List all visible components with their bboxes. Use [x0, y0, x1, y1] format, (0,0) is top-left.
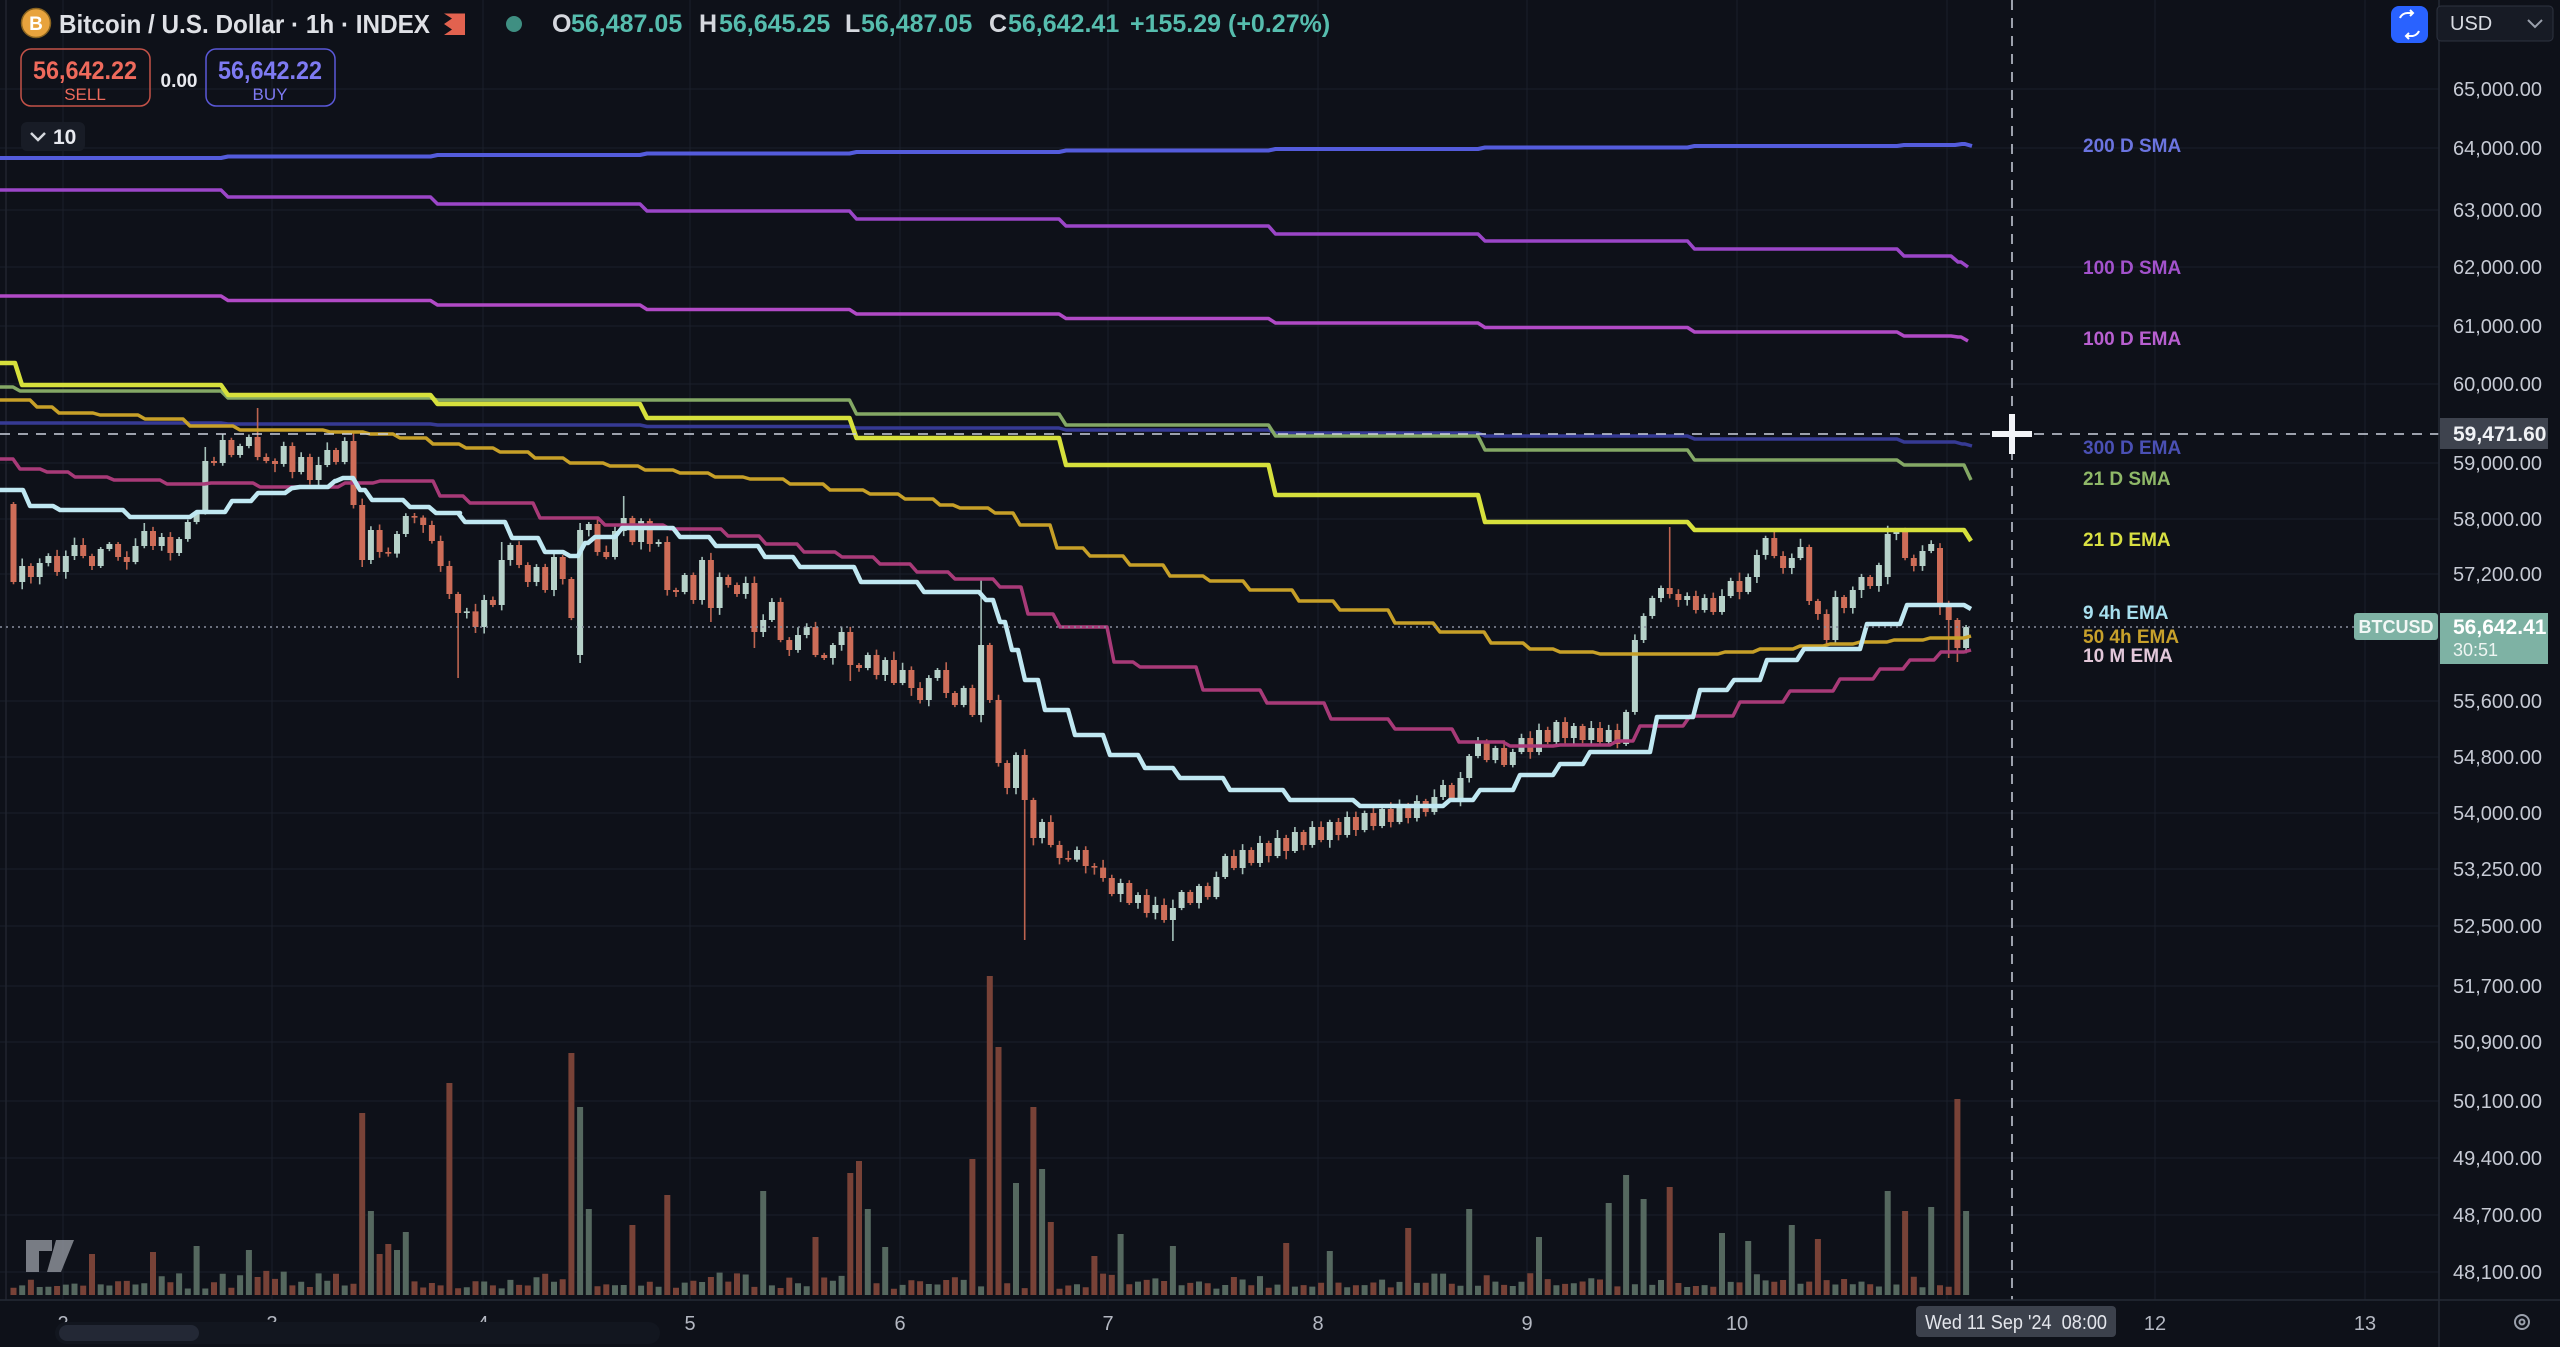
svg-text:56,487.05: 56,487.05: [861, 10, 972, 38]
svg-text:L: L: [845, 10, 860, 38]
svg-text:60,000.00: 60,000.00: [2453, 374, 2542, 396]
svg-text:56,642.41: 56,642.41: [1008, 10, 1119, 38]
svg-text:30:51: 30:51: [2453, 640, 2498, 660]
svg-text:8: 8: [1312, 1313, 1323, 1335]
svg-text:5: 5: [684, 1313, 695, 1335]
svg-text:64,000.00: 64,000.00: [2453, 138, 2542, 160]
svg-text:BTCUSD: BTCUSD: [2359, 617, 2434, 637]
svg-text:51,700.00: 51,700.00: [2453, 976, 2542, 998]
svg-text:10: 10: [1726, 1313, 1748, 1335]
svg-text:12: 12: [2144, 1313, 2166, 1335]
svg-text:H: H: [699, 10, 717, 38]
svg-text:48,100.00: 48,100.00: [2453, 1262, 2542, 1284]
svg-text:57,200.00: 57,200.00: [2453, 564, 2542, 586]
svg-text:Wed 11 Sep '24 08:00: Wed 11 Sep '24 08:00: [1925, 1312, 2107, 1334]
svg-text:63,000.00: 63,000.00: [2453, 200, 2542, 222]
svg-text:50,900.00: 50,900.00: [2453, 1032, 2542, 1054]
svg-text:50 4h EMA: 50 4h EMA: [2083, 627, 2179, 648]
svg-text:Bitcoin / U.S. Dollar · 1h · I: Bitcoin / U.S. Dollar · 1h · INDEX: [59, 9, 431, 39]
svg-text:50,100.00: 50,100.00: [2453, 1091, 2542, 1113]
svg-text:C: C: [989, 10, 1007, 38]
svg-text:52,500.00: 52,500.00: [2453, 916, 2542, 938]
svg-text:56,642.22: 56,642.22: [33, 57, 137, 85]
svg-text:10: 10: [53, 126, 76, 149]
svg-text:54,000.00: 54,000.00: [2453, 803, 2542, 825]
svg-text:100 D EMA: 100 D EMA: [2083, 329, 2181, 350]
svg-text:58,000.00: 58,000.00: [2453, 509, 2542, 531]
svg-text:USD: USD: [2450, 13, 2492, 35]
svg-text:49,400.00: 49,400.00: [2453, 1148, 2542, 1170]
svg-text:56,642.41: 56,642.41: [2453, 616, 2547, 639]
svg-text:59,000.00: 59,000.00: [2453, 453, 2542, 475]
svg-text:9 4h EMA: 9 4h EMA: [2083, 603, 2169, 624]
svg-text:B: B: [29, 14, 43, 35]
svg-text:SELL: SELL: [64, 85, 106, 104]
svg-text:0.00: 0.00: [161, 71, 198, 92]
svg-text:21 D SMA: 21 D SMA: [2083, 469, 2171, 490]
svg-text:61,000.00: 61,000.00: [2453, 316, 2542, 338]
svg-text:O: O: [552, 10, 571, 38]
svg-text:+155.29 (+0.27%): +155.29 (+0.27%): [1130, 10, 1330, 38]
svg-text:59,471.60: 59,471.60: [2453, 423, 2546, 446]
svg-text:200 D SMA: 200 D SMA: [2083, 136, 2181, 157]
svg-text:13: 13: [2354, 1313, 2376, 1335]
svg-text:21 D EMA: 21 D EMA: [2083, 530, 2171, 551]
svg-text:62,000.00: 62,000.00: [2453, 257, 2542, 279]
svg-text:48,700.00: 48,700.00: [2453, 1205, 2542, 1227]
svg-text:BUY: BUY: [253, 85, 288, 104]
svg-text:6: 6: [894, 1313, 905, 1335]
svg-text:54,800.00: 54,800.00: [2453, 747, 2542, 769]
svg-text:10 M EMA: 10 M EMA: [2083, 646, 2173, 667]
svg-text:100 D SMA: 100 D SMA: [2083, 258, 2181, 279]
svg-text:56,642.22: 56,642.22: [218, 57, 322, 85]
svg-text:300 D EMA: 300 D EMA: [2083, 438, 2181, 459]
svg-text:56,487.05: 56,487.05: [571, 10, 682, 38]
svg-text:56,645.25: 56,645.25: [719, 10, 830, 38]
svg-text:65,000.00: 65,000.00: [2453, 79, 2542, 101]
svg-text:7: 7: [1102, 1313, 1113, 1335]
svg-text:9: 9: [1521, 1313, 1532, 1335]
svg-text:55,600.00: 55,600.00: [2453, 691, 2542, 713]
svg-text:53,250.00: 53,250.00: [2453, 859, 2542, 881]
